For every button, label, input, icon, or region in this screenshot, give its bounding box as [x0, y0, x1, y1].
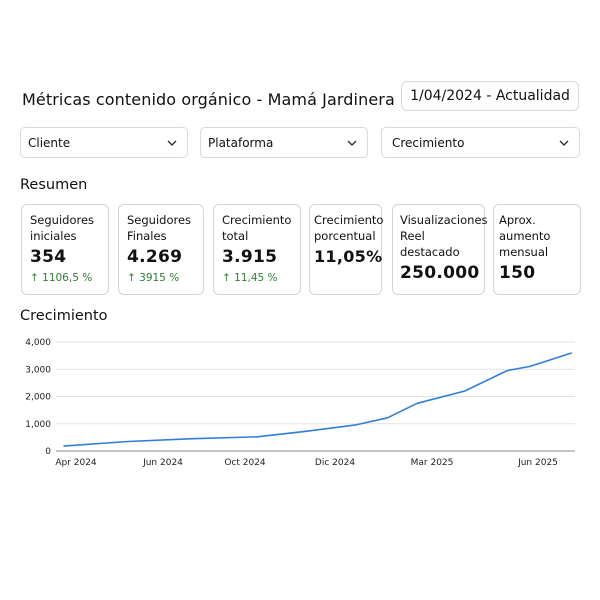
growth-heading: Crecimiento [20, 308, 108, 324]
kpi-card-visualizaciones-reel: Visualizaciones Reel destacado 250.000 [392, 204, 488, 295]
kpi-label: Seguidores Finales [127, 213, 192, 243]
series-line [63, 352, 573, 447]
kpi-value: 354 [30, 247, 67, 267]
kpi-card-aumento-mensual: Aprox. aumento mensual 150 [493, 204, 581, 295]
chevron-down-icon [166, 137, 178, 149]
kpi-value: 4.269 [127, 247, 183, 267]
filter-crecimiento[interactable]: Crecimiento [381, 127, 580, 158]
kpi-label: Crecimiento total [222, 213, 292, 243]
kpi-value: 150 [499, 263, 536, 283]
filter-cliente[interactable]: Cliente [20, 127, 188, 158]
kpi-label: Aprox. aumento mensual [499, 213, 551, 259]
kpi-delta: ↑ 3915 % [127, 272, 180, 284]
kpi-value: 3.915 [222, 247, 278, 267]
filter-label: Plataforma [208, 135, 274, 150]
x-tick-label: Apr 2024 [55, 458, 97, 468]
kpi-card-seguidores-finales: Seguidores Finales 4.269 ↑ 3915 % [118, 204, 204, 295]
kpi-label: Crecimiento porcentual [314, 213, 384, 243]
y-tick-label: 1,000 [25, 420, 51, 430]
kpi-delta: ↑ 1106,5 % [30, 272, 93, 284]
x-tick-label: Oct 2024 [224, 458, 266, 468]
kpi-card-crecimiento-porcentual: Crecimiento porcentual 11,05% [309, 204, 384, 295]
y-tick-label: 3,000 [25, 365, 51, 375]
kpi-card-crecimiento-total: Crecimiento total 3.915 ↑ 11,45 % [213, 204, 301, 295]
y-tick-label: 0 [45, 447, 51, 457]
x-tick-label: Dic 2024 [315, 458, 355, 468]
kpi-label: Visualizaciones Reel destacado [400, 213, 488, 259]
kpi-label: Seguidores iniciales [30, 213, 95, 243]
chevron-down-icon [346, 137, 358, 149]
page-title: Métricas contenido orgánico - Mamá Jardi… [22, 90, 395, 109]
growth-line-chart: 0 1,000 2,000 3,000 4,000 Apr 2024 Jun 2024 Oct… [25, 338, 575, 468]
filter-label: Crecimiento [392, 135, 465, 150]
kpi-value: 11,05% [314, 247, 383, 266]
kpi-card-seguidores-iniciales: Seguidores iniciales 354 ↑ 1106,5 % [21, 204, 109, 295]
summary-heading: Resumen [20, 177, 88, 193]
chevron-down-icon [558, 137, 570, 149]
y-tick-label: 2,000 [25, 393, 51, 403]
y-tick-label: 4,000 [25, 338, 51, 348]
x-tick-label: Jun 2025 [517, 458, 558, 468]
x-tick-label: Mar 2025 [411, 458, 454, 468]
filter-plataforma[interactable]: Plataforma [200, 127, 368, 158]
kpi-value: 250.000 [400, 263, 480, 283]
x-tick-label: Jun 2024 [142, 458, 183, 468]
kpi-delta: ↑ 11,45 % [222, 272, 278, 284]
filter-label: Cliente [28, 135, 71, 150]
date-range-picker[interactable]: 1/04/2024 - Actualidad [401, 81, 579, 111]
